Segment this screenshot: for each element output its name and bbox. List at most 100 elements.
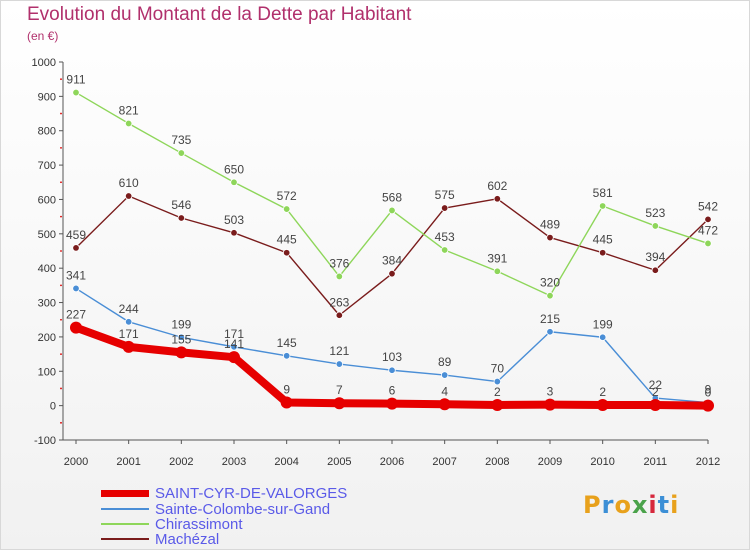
proxiti-logo: Proxiti xyxy=(583,491,679,519)
data-point xyxy=(177,333,186,341)
data-label: 199 xyxy=(171,317,191,331)
y-tick-label: 100 xyxy=(38,366,56,378)
y-tick-label: -100 xyxy=(34,435,56,447)
data-label: 489 xyxy=(540,218,560,232)
logo-letter: o xyxy=(614,491,632,519)
logo-letter: i xyxy=(648,491,658,519)
data-label: 503 xyxy=(224,213,244,227)
y-tick-label: 500 xyxy=(38,229,56,241)
x-tick-label: 2005 xyxy=(327,456,351,468)
x-tick-label: 2007 xyxy=(432,456,456,468)
data-label: 0 xyxy=(705,386,712,400)
data-label: 103 xyxy=(382,350,402,364)
y-minor-tick xyxy=(60,284,62,287)
data-label: 735 xyxy=(171,133,191,147)
data-point xyxy=(440,371,449,379)
data-point xyxy=(546,328,554,336)
data-point xyxy=(228,351,240,364)
data-label: 459 xyxy=(66,228,86,242)
logo-letter: P xyxy=(583,491,602,519)
data-point xyxy=(596,398,609,411)
data-label: 171 xyxy=(119,327,139,341)
data-label: 445 xyxy=(277,233,297,247)
data-point xyxy=(386,397,398,410)
data-point xyxy=(280,396,293,409)
data-label: 244 xyxy=(119,302,139,316)
data-label: 542 xyxy=(698,199,718,213)
data-point xyxy=(704,239,712,248)
data-point xyxy=(177,149,186,157)
x-tick-label: 2010 xyxy=(590,456,614,468)
data-point xyxy=(388,206,396,215)
data-point xyxy=(72,284,80,293)
y-tick-label: 600 xyxy=(38,194,56,206)
data-point xyxy=(491,398,504,411)
data-label: 199 xyxy=(593,317,613,331)
data-point xyxy=(598,202,607,210)
data-label: 391 xyxy=(487,251,507,265)
y-minor-tick xyxy=(60,387,62,390)
y-tick-label: 1000 xyxy=(32,57,56,69)
data-label: 3 xyxy=(547,385,554,399)
chart-unit: (en €) xyxy=(27,29,59,43)
data-point xyxy=(546,291,554,300)
data-point xyxy=(702,399,714,412)
data-point xyxy=(651,266,660,274)
y-tick-label: 0 xyxy=(50,401,56,413)
data-point xyxy=(335,360,344,368)
data-point xyxy=(230,229,238,237)
data-point xyxy=(282,249,291,257)
data-label: 546 xyxy=(171,198,191,212)
data-point xyxy=(282,352,291,360)
data-point xyxy=(175,346,188,359)
legend-label: SAINT-CYR-DE-VALORGES xyxy=(155,484,348,502)
legend-item-chirassimont: Chirassimont xyxy=(101,516,243,533)
data-label: 568 xyxy=(382,190,402,204)
data-label: 472 xyxy=(698,223,718,237)
data-point xyxy=(493,377,502,386)
data-point xyxy=(230,178,238,186)
data-label: 22 xyxy=(649,378,663,392)
x-tick-label: 2008 xyxy=(485,456,509,468)
y-tick-label: 300 xyxy=(38,298,56,310)
data-label: 263 xyxy=(329,295,349,309)
legend-swatch xyxy=(101,538,149,540)
data-point xyxy=(72,88,80,97)
chart-title: Evolution du Montant de la Dette par Hab… xyxy=(27,4,412,25)
data-label: 821 xyxy=(119,104,139,118)
data-point xyxy=(335,311,344,319)
legend-item-machezal: Machézal xyxy=(101,531,219,548)
logo-letter: x xyxy=(631,491,649,519)
data-label: 121 xyxy=(329,344,349,358)
logo-letter: i xyxy=(670,491,680,519)
data-label: 2 xyxy=(494,385,501,399)
data-point xyxy=(649,398,662,411)
data-point xyxy=(122,340,135,353)
data-label: 341 xyxy=(66,268,86,282)
data-label: 6 xyxy=(389,384,396,398)
x-tick-label: 2012 xyxy=(696,456,720,468)
data-point xyxy=(70,321,82,334)
data-point xyxy=(282,205,291,213)
legend-swatch xyxy=(101,508,149,510)
legend-swatch xyxy=(101,523,149,525)
x-tick-label: 2011 xyxy=(644,456,668,468)
y-minor-tick xyxy=(60,421,62,424)
data-point xyxy=(335,272,344,281)
data-label: 155 xyxy=(171,332,191,346)
x-tick-label: 2006 xyxy=(380,456,404,468)
data-label: 650 xyxy=(224,162,244,176)
data-point xyxy=(704,215,712,224)
data-label: 9 xyxy=(283,383,290,397)
data-label: 394 xyxy=(645,250,665,264)
x-tick-label: 2004 xyxy=(274,456,298,468)
data-label: 2 xyxy=(599,385,606,399)
data-label: 602 xyxy=(487,179,507,193)
data-point xyxy=(333,397,346,410)
data-label: 145 xyxy=(277,336,297,350)
legend-swatch xyxy=(101,489,149,497)
legend-item-saint-cyr: SAINT-CYR-DE-VALORGES xyxy=(101,484,348,502)
data-point xyxy=(440,246,449,254)
data-point xyxy=(598,249,607,257)
logo-letter: t xyxy=(657,491,671,519)
